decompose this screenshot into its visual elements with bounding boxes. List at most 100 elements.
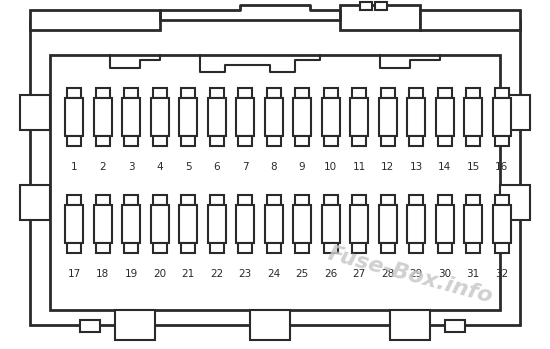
Bar [466, 136, 480, 146]
Bar [352, 243, 366, 253]
Bar [50, 55, 500, 310]
Text: 9: 9 [299, 162, 305, 172]
Bar [210, 88, 223, 98]
Bar [381, 136, 394, 146]
Bar [295, 195, 309, 205]
Bar [437, 243, 452, 253]
Bar [152, 243, 167, 253]
Bar [323, 243, 338, 253]
Bar [436, 205, 454, 243]
Bar [409, 243, 423, 253]
Text: 3: 3 [128, 162, 134, 172]
Text: 7: 7 [241, 162, 248, 172]
Bar [323, 195, 338, 205]
Bar [267, 195, 280, 205]
Bar [96, 88, 109, 98]
Bar [151, 98, 168, 136]
Bar [20, 95, 50, 130]
Bar [492, 205, 510, 243]
Bar [152, 195, 167, 205]
Bar [340, 5, 420, 30]
Bar [464, 98, 482, 136]
Bar [152, 88, 167, 98]
Bar [378, 205, 397, 243]
Bar [96, 136, 109, 146]
Bar [381, 195, 394, 205]
Text: 31: 31 [466, 269, 480, 279]
Text: 27: 27 [353, 269, 366, 279]
Bar [238, 88, 252, 98]
Bar [250, 310, 290, 340]
Text: 30: 30 [438, 269, 451, 279]
Text: 1: 1 [71, 162, 78, 172]
Text: 13: 13 [409, 162, 422, 172]
Text: 29: 29 [409, 269, 422, 279]
Bar [494, 243, 509, 253]
Bar [295, 88, 309, 98]
Bar [210, 195, 223, 205]
Bar [295, 243, 309, 253]
Bar [352, 136, 366, 146]
Bar [494, 136, 509, 146]
Bar [67, 88, 81, 98]
Bar [323, 88, 338, 98]
Bar [352, 195, 366, 205]
Bar [323, 136, 338, 146]
Bar [236, 205, 254, 243]
Bar [445, 320, 465, 332]
Bar [409, 195, 423, 205]
Bar [494, 195, 509, 205]
Bar [375, 2, 387, 10]
Bar [124, 243, 138, 253]
Bar [436, 98, 454, 136]
Bar [265, 205, 283, 243]
Bar [494, 88, 509, 98]
Bar [407, 98, 425, 136]
Bar [207, 98, 225, 136]
Text: 20: 20 [153, 269, 166, 279]
Bar [352, 88, 366, 98]
Bar [267, 136, 280, 146]
Bar [293, 205, 311, 243]
Text: 22: 22 [210, 269, 223, 279]
Bar [350, 98, 368, 136]
Bar [181, 243, 195, 253]
Text: 26: 26 [324, 269, 337, 279]
Bar [267, 243, 280, 253]
Text: 6: 6 [213, 162, 220, 172]
Bar [409, 136, 423, 146]
Bar [265, 98, 283, 136]
Bar [80, 320, 100, 332]
Bar [124, 136, 138, 146]
Bar [295, 136, 309, 146]
Bar [500, 185, 530, 220]
Bar [151, 205, 168, 243]
Bar [322, 98, 339, 136]
Bar [20, 185, 50, 220]
Bar [381, 88, 394, 98]
Bar [466, 195, 480, 205]
Bar [350, 205, 368, 243]
Bar [210, 243, 223, 253]
Text: 16: 16 [495, 162, 508, 172]
Bar [210, 136, 223, 146]
Bar [390, 310, 430, 340]
Bar [407, 205, 425, 243]
Bar [122, 98, 140, 136]
Bar [420, 10, 520, 30]
Bar [96, 243, 109, 253]
Text: 18: 18 [96, 269, 109, 279]
Bar [181, 136, 195, 146]
Text: 23: 23 [238, 269, 252, 279]
Text: 19: 19 [124, 269, 138, 279]
Bar [94, 98, 112, 136]
Bar [464, 205, 482, 243]
Text: Fuse-Box.info: Fuse-Box.info [325, 243, 495, 307]
Bar [30, 20, 520, 325]
Bar [65, 98, 83, 136]
Bar [115, 310, 155, 340]
Bar [179, 205, 197, 243]
Bar [152, 136, 167, 146]
Bar [94, 205, 112, 243]
Bar [65, 205, 83, 243]
